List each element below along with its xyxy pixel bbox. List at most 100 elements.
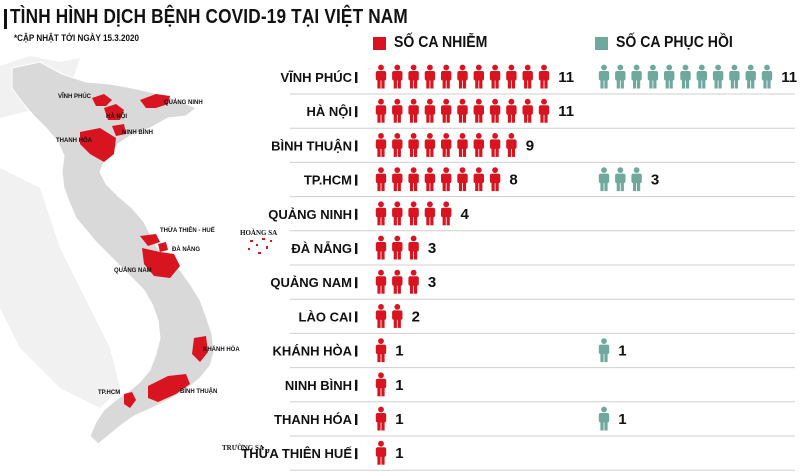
legend-infected: SỐ CA NHIỄM (373, 34, 500, 52)
province-khanh-hoa (192, 336, 208, 362)
infected-person-icon (375, 64, 387, 89)
recovered-count-label: 3 (651, 172, 659, 189)
infected-person-icon (538, 64, 550, 89)
infected-person-icon (392, 235, 403, 260)
infected-count-label: 8 (509, 172, 517, 189)
infected-person-icon (441, 167, 452, 192)
infected-person-icon (489, 167, 501, 192)
map-label-ha-noi: HÀ NỘI (106, 112, 127, 120)
map-label-quang-nam: QUẢNG NAM (114, 267, 152, 274)
province-da-nang (158, 242, 168, 252)
infected-person-icon (375, 235, 387, 260)
infected-count-label: 4 (461, 206, 470, 223)
infected-person-icon (506, 64, 517, 89)
chart-row: VĨNH PHÚC 11 11 (280, 64, 797, 95)
category-tick (355, 379, 358, 391)
chart-row: BÌNH THUẬN 9 (271, 133, 795, 163)
chart-row: HÀ NỘI 11 (290, 98, 795, 129)
category-tick (355, 174, 358, 186)
map-label-thanh-hoa: THANH HÓA (56, 136, 93, 144)
infected-person-icon (441, 133, 452, 157)
map-label-ninh-binh: NINH BÌNH (122, 128, 153, 136)
infected-person-icon (506, 133, 517, 157)
category-label: HÀ NỘI (307, 104, 353, 119)
category-label: VĨNH PHÚC (280, 70, 352, 85)
map-label-khanh-hoa: KHÁNH HÒA (203, 345, 240, 353)
infected-person-icon (408, 235, 419, 260)
infected-person-icon (375, 201, 387, 226)
infected-person-icon (392, 201, 403, 226)
category-tick (355, 208, 358, 220)
province-quang-ninh (140, 94, 170, 108)
infected-person-icon (473, 167, 484, 192)
category-tick (355, 106, 358, 118)
infected-count-label: 1 (395, 343, 403, 360)
infected-count-label: 1 (395, 445, 403, 462)
category-label: NINH BÌNH (285, 378, 352, 393)
infected-person-icon (424, 201, 436, 226)
chart-row: TP.HCM 8 3 (290, 167, 795, 198)
infected-person-icon (375, 167, 387, 192)
infected-person-icon (489, 64, 501, 89)
infected-person-icon (408, 98, 419, 123)
category-label: THỪA THIÊN HUẾ (241, 446, 352, 461)
category-tick (355, 72, 358, 83)
category-label: BÌNH THUẬN (271, 138, 352, 153)
infected-count-label: 1 (395, 411, 403, 428)
recovered-person-icon (761, 64, 773, 89)
category-tick (355, 311, 358, 323)
infected-count-label: 9 (526, 137, 534, 154)
recovered-count-label: 1 (618, 411, 626, 428)
category-tick (355, 345, 358, 357)
chart-row: KHÁNH HÒA 1 1 (273, 338, 795, 369)
infected-person-icon (457, 64, 468, 89)
recovered-person-icon (729, 64, 740, 89)
recovered-person-icon (696, 64, 707, 89)
map-label-truong-sa: TRƯỜNG SA (222, 444, 264, 452)
recovered-person-icon (598, 167, 610, 192)
province-ninh-binh (112, 124, 126, 136)
category-label: ĐÀ NẴNG (291, 241, 352, 256)
map-label-quang-ninh: QUẢNG NINH (164, 99, 203, 106)
title-accent-bar (4, 9, 7, 29)
province-vinh-phuc (92, 94, 112, 106)
legend-recovered-label: SỐ CA PHỤC HỒI (616, 34, 733, 51)
infected-person-icon (457, 98, 468, 123)
infected-person-icon (473, 98, 484, 123)
infected-person-icon (375, 133, 387, 157)
infected-person-icon (424, 133, 436, 157)
infected-person-icon (424, 64, 436, 89)
infected-person-icon (375, 440, 387, 465)
category-label: TP.HCM (304, 173, 352, 188)
category-tick (355, 448, 358, 460)
infected-person-icon (392, 304, 403, 328)
recovered-person-icon (664, 64, 675, 89)
province-thua-thien-hue (140, 234, 160, 246)
legend-infected-swatch (373, 36, 386, 50)
category-tick (355, 414, 358, 425)
infected-person-icon (375, 372, 387, 397)
infected-person-icon (392, 167, 403, 192)
province-thanh-hoa (80, 128, 116, 162)
vietnam-shape (11, 61, 215, 445)
infected-person-icon (473, 64, 484, 89)
category-tick (355, 140, 358, 152)
recovered-count-label: 11 (781, 69, 797, 86)
recovered-person-icon (598, 64, 610, 89)
legend-recovered-swatch (595, 36, 608, 50)
neighbour-land (0, 56, 120, 408)
vietnam-map: VĨNH PHÚC HÀ NỘI QUẢNG NINH NINH BÌNH TH… (0, 56, 277, 452)
chart-row: THANH HÓA 1 1 (274, 406, 795, 437)
infected-count-label: 11 (558, 69, 574, 86)
infected-person-icon (408, 201, 419, 226)
recovered-count-label: 1 (618, 343, 626, 360)
legend-infected-label: SỐ CA NHIỄM (394, 34, 488, 51)
infected-person-icon (441, 64, 452, 89)
recovered-person-icon (598, 406, 610, 431)
chart-row: THỪA THIÊN HUẾ 1 (241, 440, 795, 471)
chart-row: NINH BÌNH 1 (285, 372, 795, 403)
province-quang-nam (142, 248, 180, 278)
category-tick (355, 277, 358, 289)
